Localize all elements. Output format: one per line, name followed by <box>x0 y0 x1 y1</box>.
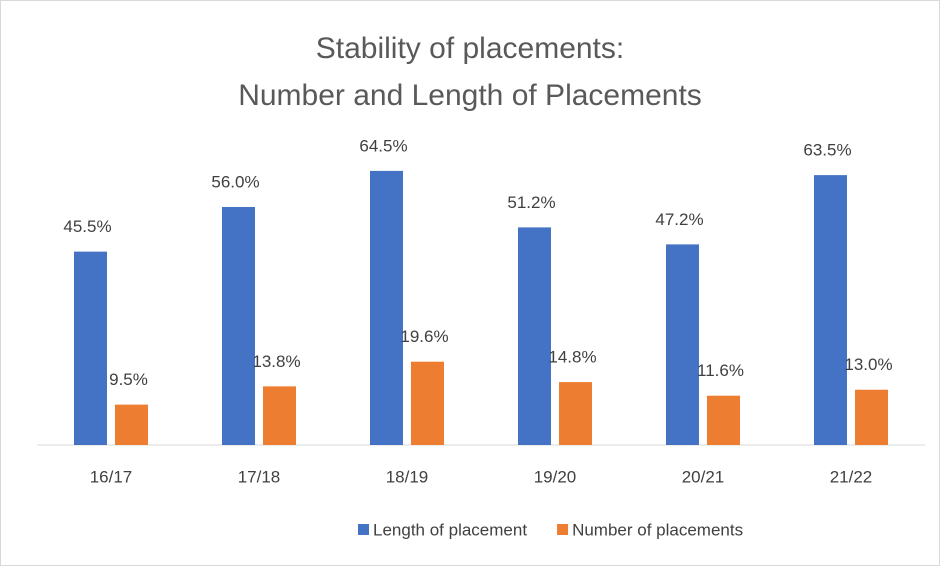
bar <box>855 389 888 445</box>
bar <box>115 404 148 445</box>
x-tick-label: 20/21 <box>682 467 725 486</box>
data-label: 19.6% <box>400 327 448 346</box>
bar <box>666 244 699 445</box>
legend-swatch <box>358 524 369 535</box>
data-label: 63.5% <box>803 141 851 160</box>
legend-swatch <box>557 524 569 535</box>
bar <box>74 251 107 445</box>
data-label: 45.5% <box>63 217 111 236</box>
chart-title: Number and Length of Placements <box>238 79 702 112</box>
legend-label: Number of placements <box>572 520 743 539</box>
data-label: 14.8% <box>548 348 596 367</box>
bar <box>518 227 551 445</box>
x-tick-label: 17/18 <box>238 467 281 486</box>
data-label: 64.5% <box>359 136 407 155</box>
data-label: 56.0% <box>211 172 259 191</box>
data-label: 9.5% <box>109 370 148 389</box>
data-label: 11.6% <box>697 361 744 380</box>
x-tick-label: 19/20 <box>534 467 577 486</box>
bar <box>370 170 403 445</box>
bar <box>559 382 592 445</box>
chart-title: Stability of placements: <box>316 32 624 65</box>
bar <box>263 386 296 445</box>
data-label: 51.2% <box>507 193 555 212</box>
bar <box>411 361 444 445</box>
data-label: 47.2% <box>655 210 703 229</box>
x-tick-label: 21/22 <box>830 467 873 486</box>
data-label: 13.0% <box>844 355 892 374</box>
bar <box>222 207 255 445</box>
bar <box>814 175 847 445</box>
legend-label: Length of placement <box>373 520 527 539</box>
x-tick-label: 18/19 <box>386 467 429 486</box>
x-tick-label: 16/17 <box>90 467 133 486</box>
data-label: 13.8% <box>252 352 300 371</box>
bar <box>707 395 740 445</box>
